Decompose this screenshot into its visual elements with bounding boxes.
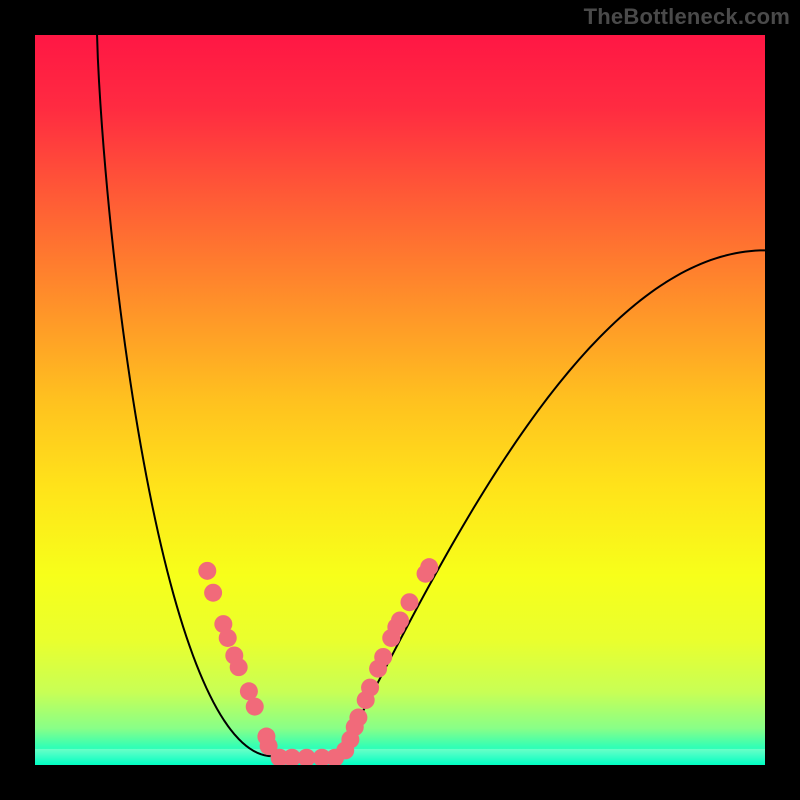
data-marker [298,749,316,767]
green-sweet-spot-band [35,749,765,765]
data-marker [349,709,367,727]
data-marker [219,629,237,647]
gradient-background [35,35,765,765]
data-marker [204,584,222,602]
chart-container: TheBottleneck.com [0,0,800,800]
data-marker [420,558,438,576]
data-marker [240,682,258,700]
watermark-label: TheBottleneck.com [584,4,790,30]
data-marker [198,562,216,580]
data-marker [230,658,248,676]
data-marker [400,593,418,611]
data-marker [246,698,264,716]
data-marker [391,611,409,629]
bottleneck-chart [0,0,800,800]
plot-area [35,35,765,767]
data-marker [361,679,379,697]
data-marker [374,648,392,666]
